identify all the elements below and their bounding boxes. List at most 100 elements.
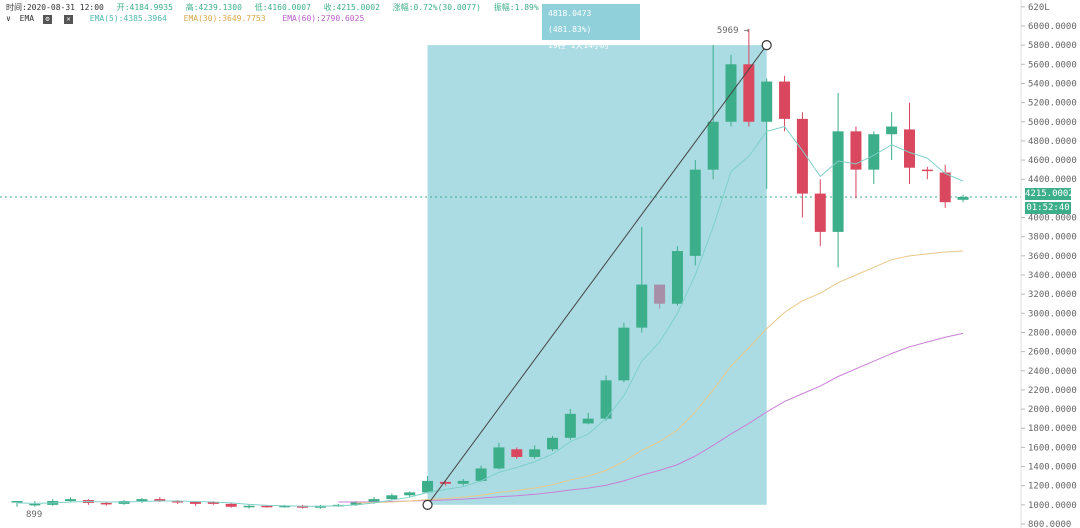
- range-change: 4818.0473 (481.83%): [548, 9, 592, 34]
- price-tick-label: 1400.0000: [1028, 463, 1077, 473]
- low-label: 899: [26, 510, 42, 520]
- settings-icon[interactable]: ⚙: [42, 15, 52, 24]
- candle: [832, 131, 844, 232]
- change-value: 涨幅:0.72%(30.0077): [392, 3, 481, 12]
- ema30-line: [356, 250, 964, 504]
- amplitude-value: 振幅:1.89%: [493, 3, 539, 12]
- countdown-tag: 01:52:40: [1025, 202, 1071, 214]
- close-icon[interactable]: ✕: [63, 15, 73, 24]
- candle: [868, 134, 880, 170]
- measure-line: [427, 44, 768, 506]
- price-tick-label: 2800.0000: [1028, 328, 1077, 338]
- candle: [439, 481, 451, 484]
- price-tick-label: 2600.0000: [1028, 348, 1077, 358]
- price-tick-label: 4800.0000: [1028, 137, 1077, 147]
- candle: [779, 81, 791, 119]
- collapse-toggle[interactable]: ∨: [6, 14, 11, 23]
- ema30-value: EMA(30):3649.7753: [183, 14, 266, 23]
- candle: [939, 172, 951, 203]
- ema5-line: [16, 125, 964, 507]
- price-tick-label: 5200.0000: [1028, 99, 1077, 109]
- candle: [207, 501, 219, 504]
- candle: [921, 169, 933, 172]
- price-tick-label: 3800.0000: [1028, 233, 1077, 243]
- candle: [743, 64, 755, 122]
- candle: [618, 327, 630, 381]
- low-value: 低:4160.0007: [254, 3, 311, 12]
- price-tick-label: 1000.0000: [1028, 501, 1077, 511]
- price-tick-label: 3400.0000: [1028, 271, 1077, 281]
- candle: [368, 499, 380, 502]
- price-tick-label: 4600.0000: [1028, 156, 1077, 166]
- candle: [707, 121, 719, 170]
- candle: [225, 503, 237, 507]
- candle: [475, 468, 487, 481]
- candle: [547, 437, 558, 450]
- candle: [904, 129, 915, 168]
- candle: [850, 131, 862, 170]
- price-tick-label: 2000.0000: [1028, 405, 1077, 415]
- candle: [796, 118, 808, 194]
- candle: [493, 447, 505, 469]
- high-value: 高:4239.1300: [185, 3, 242, 12]
- price-tick-label: 3200.0000: [1028, 290, 1077, 300]
- ohlc-header: 时间:2020-08-31 12:00 开:4184.9935 高:4239.1…: [6, 2, 547, 13]
- candle: [154, 499, 166, 502]
- candle: [136, 499, 148, 502]
- candle: [814, 193, 826, 232]
- time-value: 时间:2020-08-31 12:00: [6, 3, 104, 12]
- open-value: 开:4184.9935: [116, 3, 173, 12]
- candle: [582, 418, 594, 424]
- candle: [243, 505, 255, 508]
- price-tick-label: 3000.0000: [1028, 309, 1077, 319]
- candle: [511, 449, 523, 457]
- candle: [636, 284, 648, 328]
- candle: [564, 413, 576, 438]
- candle: [689, 169, 701, 256]
- price-tick-label: 1800.0000: [1028, 424, 1077, 434]
- price-tick-label: 5600.0000: [1028, 60, 1077, 70]
- price-axis: [1021, 0, 1080, 528]
- candle: [11, 501, 23, 503]
- candle: [957, 196, 969, 200]
- candle: [654, 284, 666, 304]
- measure-end-handle[interactable]: [761, 40, 772, 51]
- price-tick-label: 3600.0000: [1028, 252, 1077, 262]
- price-tick-label: 5800.0000: [1028, 41, 1077, 51]
- last-price-tag: 4215.0002: [1025, 188, 1074, 200]
- price-tick-label: 1600.0000: [1028, 443, 1077, 453]
- price-tick-label: 6000.0000: [1028, 22, 1077, 32]
- price-tick-label: 5000.0000: [1028, 118, 1077, 128]
- peak-label: 5969 →: [717, 26, 750, 36]
- candle: [190, 501, 201, 504]
- indicator-name: EMA: [19, 14, 35, 23]
- price-tick-label: 1200.0000: [1028, 482, 1077, 492]
- candle: [29, 503, 41, 506]
- range-measure-tooltip: 4818.0473 (481.83%) 19柱 1天14小时: [542, 4, 640, 50]
- candle: [172, 501, 184, 503]
- price-tick-label: 5400.0000: [1028, 79, 1077, 89]
- measure-start-handle[interactable]: [422, 499, 433, 510]
- candle: [761, 81, 773, 122]
- indicator-legend: ∨ EMA ⚙ ✕ EMA(5):4385.3964 EMA(30):3649.7…: [6, 14, 376, 24]
- range-duration: 19柱 1天14小时: [548, 41, 609, 50]
- price-tick-label: 800.0000: [1028, 520, 1071, 528]
- candle: [457, 480, 469, 484]
- price-tick-label: 2400.0000: [1028, 367, 1077, 377]
- candle: [279, 505, 291, 508]
- candle: [65, 499, 77, 502]
- candle: [671, 251, 683, 304]
- ema60-line: [338, 332, 964, 503]
- candle: [404, 492, 416, 496]
- candle: [261, 505, 273, 508]
- ema5-value: EMA(5):4385.3964: [89, 14, 167, 23]
- close-value: 收:4215.0002: [323, 3, 380, 12]
- price-tick-label: 4000.0000: [1028, 214, 1077, 224]
- price-tick-label: 2200.0000: [1028, 386, 1077, 396]
- price-tick-label: 620L: [1028, 3, 1050, 13]
- candle: [100, 502, 112, 505]
- candle: [600, 380, 612, 419]
- price-tick-label: 4400.0000: [1028, 175, 1077, 185]
- candle: [350, 501, 362, 505]
